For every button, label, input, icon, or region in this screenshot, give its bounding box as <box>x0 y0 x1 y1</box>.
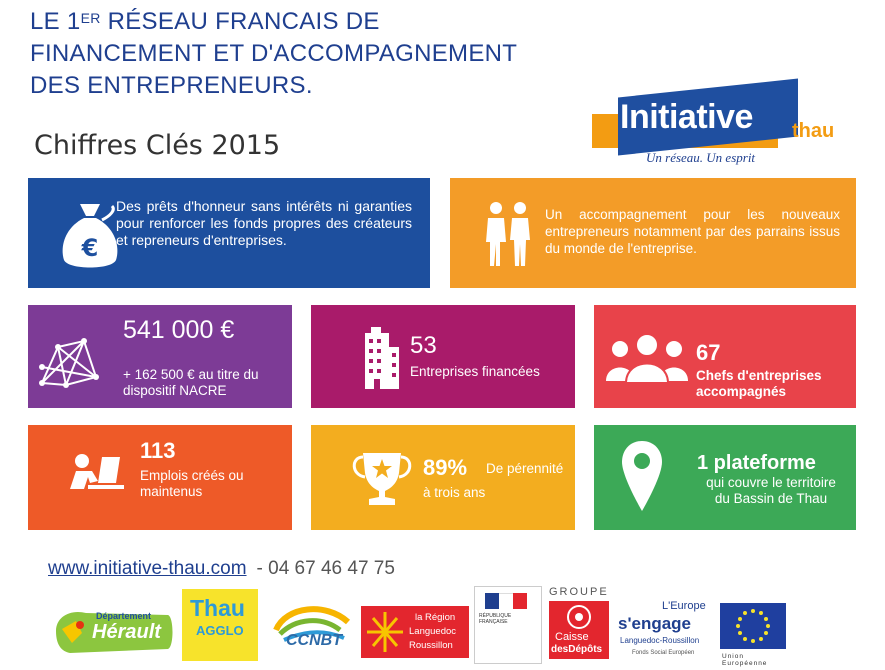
tile-entreprises: 53 Entreprises financées <box>311 305 575 408</box>
ccnbt-logo: CCNBT <box>266 600 358 662</box>
headline-line1: LE 1ER RÉSEAU FRANCAIS DE <box>30 8 380 35</box>
building-icon <box>365 327 399 389</box>
chefs-value: 67 <box>696 340 721 365</box>
tile-perennite: 89% De pérennité à trois ans <box>311 425 575 530</box>
emplois-value: 113 <box>140 438 176 463</box>
republique-logo: RÉPUBLIQUE FRANÇAISE <box>474 586 542 664</box>
entreprises-value: 53 <box>410 332 437 359</box>
worker-desk-icon <box>70 454 124 489</box>
groupe-label: GROUPE <box>549 586 609 598</box>
contact-line: www.initiative-thau.com - 04 67 46 47 75 <box>48 558 395 580</box>
headline: LE 1ER RÉSEAU FRANCAIS DE FINANCEMENT ET… <box>30 6 630 102</box>
page-subtitle: Chiffres Clés 2015 <box>34 130 281 161</box>
svg-text:€: € <box>81 234 99 262</box>
tile-chefs: 67 Chefs d'entreprises accompagnés <box>594 305 856 408</box>
group-icon <box>606 333 688 383</box>
accompagnement-text: Un accompagnement pour les nouveaux entr… <box>545 207 840 256</box>
network-icon <box>39 338 99 388</box>
agglo-label: AGGLO <box>196 623 244 638</box>
rf-label: RÉPUBLIQUE FRANÇAISE <box>479 613 512 625</box>
chefs-label: Chefs d'entreprises accompagnés <box>696 368 822 399</box>
region-logo: la Région Languedoc Roussillon <box>361 606 469 658</box>
ue-label: Union Européenne <box>722 653 768 667</box>
herault-logo: Département Hérault <box>50 603 178 659</box>
tile-prets: € Des prêts d'honneur sans intérêts ni g… <box>28 178 430 288</box>
prets-text: Des prêts d'honneur sans intérêts ni gar… <box>116 198 412 248</box>
europe-main-label: s'engage <box>618 614 692 633</box>
ccnbt-label: CCNBT <box>286 632 342 649</box>
logo-word: Initiative <box>620 98 753 136</box>
thau-label: Thau <box>190 595 245 621</box>
region-line1: la Région <box>415 612 456 623</box>
perennite-label: à trois ans <box>423 485 486 500</box>
eu-flag-icon <box>720 603 786 649</box>
europe-sub-label: Languedoc-Roussillon <box>620 636 700 645</box>
region-line3: Roussillon <box>409 640 453 651</box>
caisse-line1: Caisse <box>555 631 589 643</box>
people-pair-icon <box>486 202 530 266</box>
tile-plateforme: 1 plateforme qui couvre le territoire du… <box>594 425 856 530</box>
map-pin-icon <box>622 441 662 511</box>
tile-emplois: 113 Emplois créés ou maintenus <box>28 425 292 530</box>
perennite-value: 89% <box>423 455 468 480</box>
thau-agglo-logo: Thau AGGLO <box>182 589 258 661</box>
europe-fse-label: Fonds Social Européen <box>632 650 695 656</box>
herault-label: Hérault <box>92 621 161 643</box>
headline-line2: FINANCEMENT ET D'ACCOMPAGNEMENT <box>30 40 518 67</box>
website-link[interactable]: www.initiative-thau.com <box>48 558 247 579</box>
europe-top-label: L'Europe <box>662 600 706 612</box>
caisse-depots-logo: GROUPE Caisse desDépôts <box>545 586 611 662</box>
tile-montant: 541 000 € + 162 500 € au titre du dispos… <box>28 305 292 408</box>
montant-note: + 162 500 € au titre du dispositif NACRE <box>123 367 259 398</box>
logo-tagline: Un réseau. Un esprit <box>646 150 756 165</box>
plateforme-label: qui couvre le territoire du Bassin de Th… <box>706 475 836 506</box>
money-bag-icon: € <box>62 204 118 268</box>
entreprises-label: Entreprises financées <box>410 364 540 379</box>
europe-engage-logo: L'Europe s'engage Languedoc-Roussillon F… <box>618 600 714 662</box>
headline-line3: DES ENTREPRENEURS. <box>30 72 313 99</box>
eu-flag-logo: Union Européenne <box>720 603 790 667</box>
emplois-label: Emplois créés ou maintenus <box>140 468 244 499</box>
montant-value: 541 000 € <box>123 316 235 344</box>
caisse-line2: desDépôts <box>551 644 603 655</box>
trophy-icon <box>352 453 412 505</box>
initiative-thau-logo: Initiative thau Un réseau. Un esprit <box>592 78 852 170</box>
perennite-label-inline: De pérennité <box>486 461 564 476</box>
phone-number: - 04 67 46 47 75 <box>256 558 395 579</box>
plateforme-value: 1 plateforme <box>697 452 816 474</box>
logo-suffix: thau <box>792 120 835 142</box>
herault-top-label: Département <box>96 611 152 621</box>
region-line2: Languedoc <box>409 626 457 637</box>
tile-accompagnement: Un accompagnement pour les nouveaux entr… <box>450 178 856 288</box>
